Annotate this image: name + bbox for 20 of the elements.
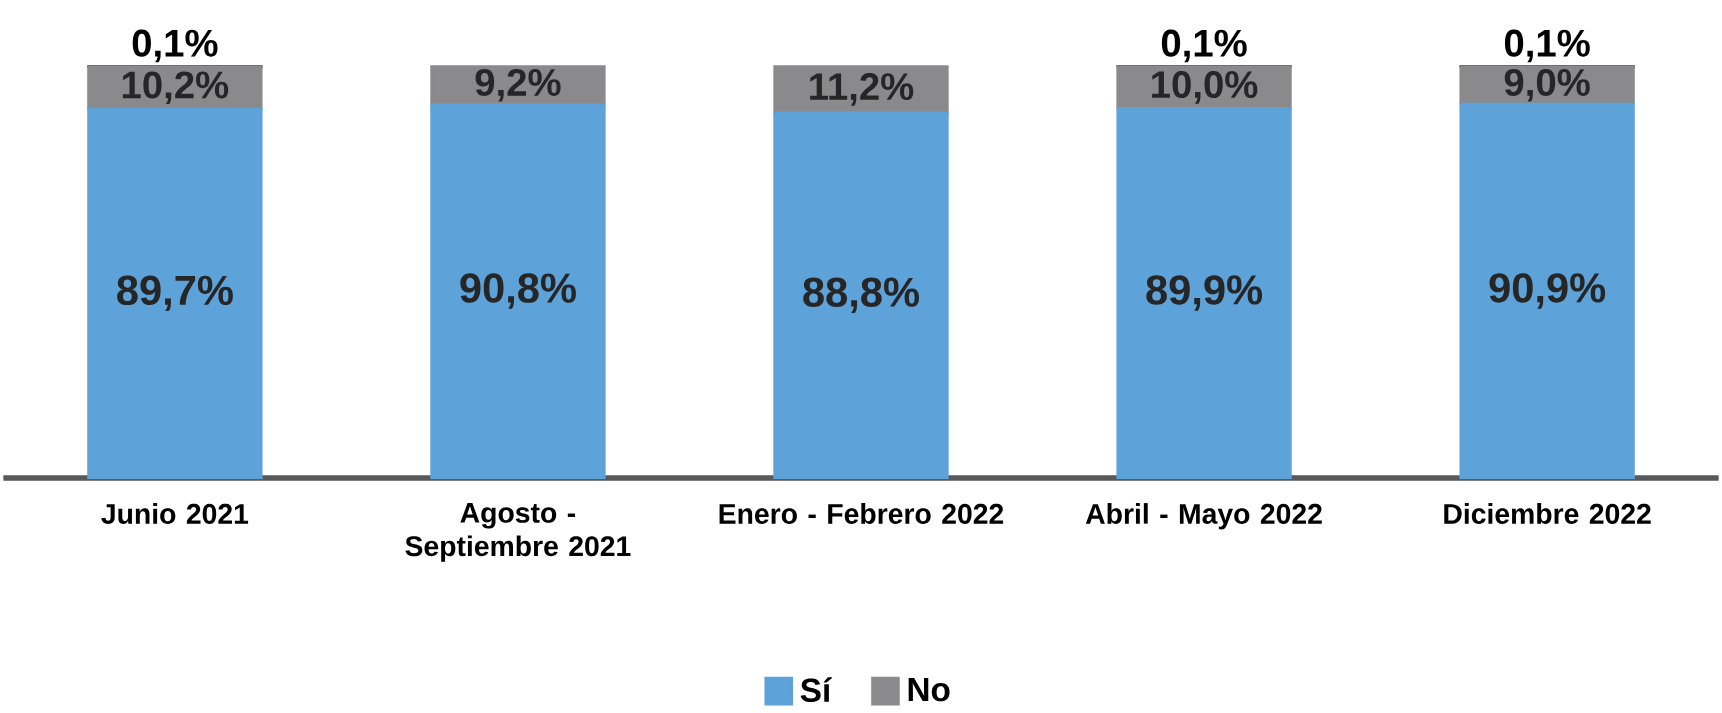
data-label: 9,2% (475, 68, 561, 102)
x-tick-label: Abril - Mayo 2022 (1085, 503, 1322, 530)
data-label: 89,9% (1146, 275, 1263, 311)
data-label: 0,1% (1504, 29, 1590, 63)
data-label: 89,7% (117, 275, 233, 312)
x-tick-label: Junio 2021 (101, 503, 249, 524)
data-label: 10,0% (1152, 70, 1258, 104)
data-label: 10,2% (122, 71, 229, 105)
legend-label: No (908, 678, 950, 702)
x-tick-label: Enero - Febrero 2022 (719, 503, 1004, 524)
data-label: 90,8% (460, 273, 576, 309)
data-label: 11,2% (810, 73, 914, 106)
data-label: 90,9% (1489, 273, 1606, 309)
data-label: 0,1% (1161, 29, 1247, 63)
data-label: 88,8% (803, 277, 919, 313)
x-tick-label: Agosto - Septiembre 2021 (405, 503, 631, 562)
x-tick-label: Diciembre 2022 (1444, 503, 1651, 524)
data-label: 9,0% (1504, 68, 1590, 102)
legend-label: Sí (800, 677, 833, 703)
data-label: 0,1% (132, 29, 218, 63)
